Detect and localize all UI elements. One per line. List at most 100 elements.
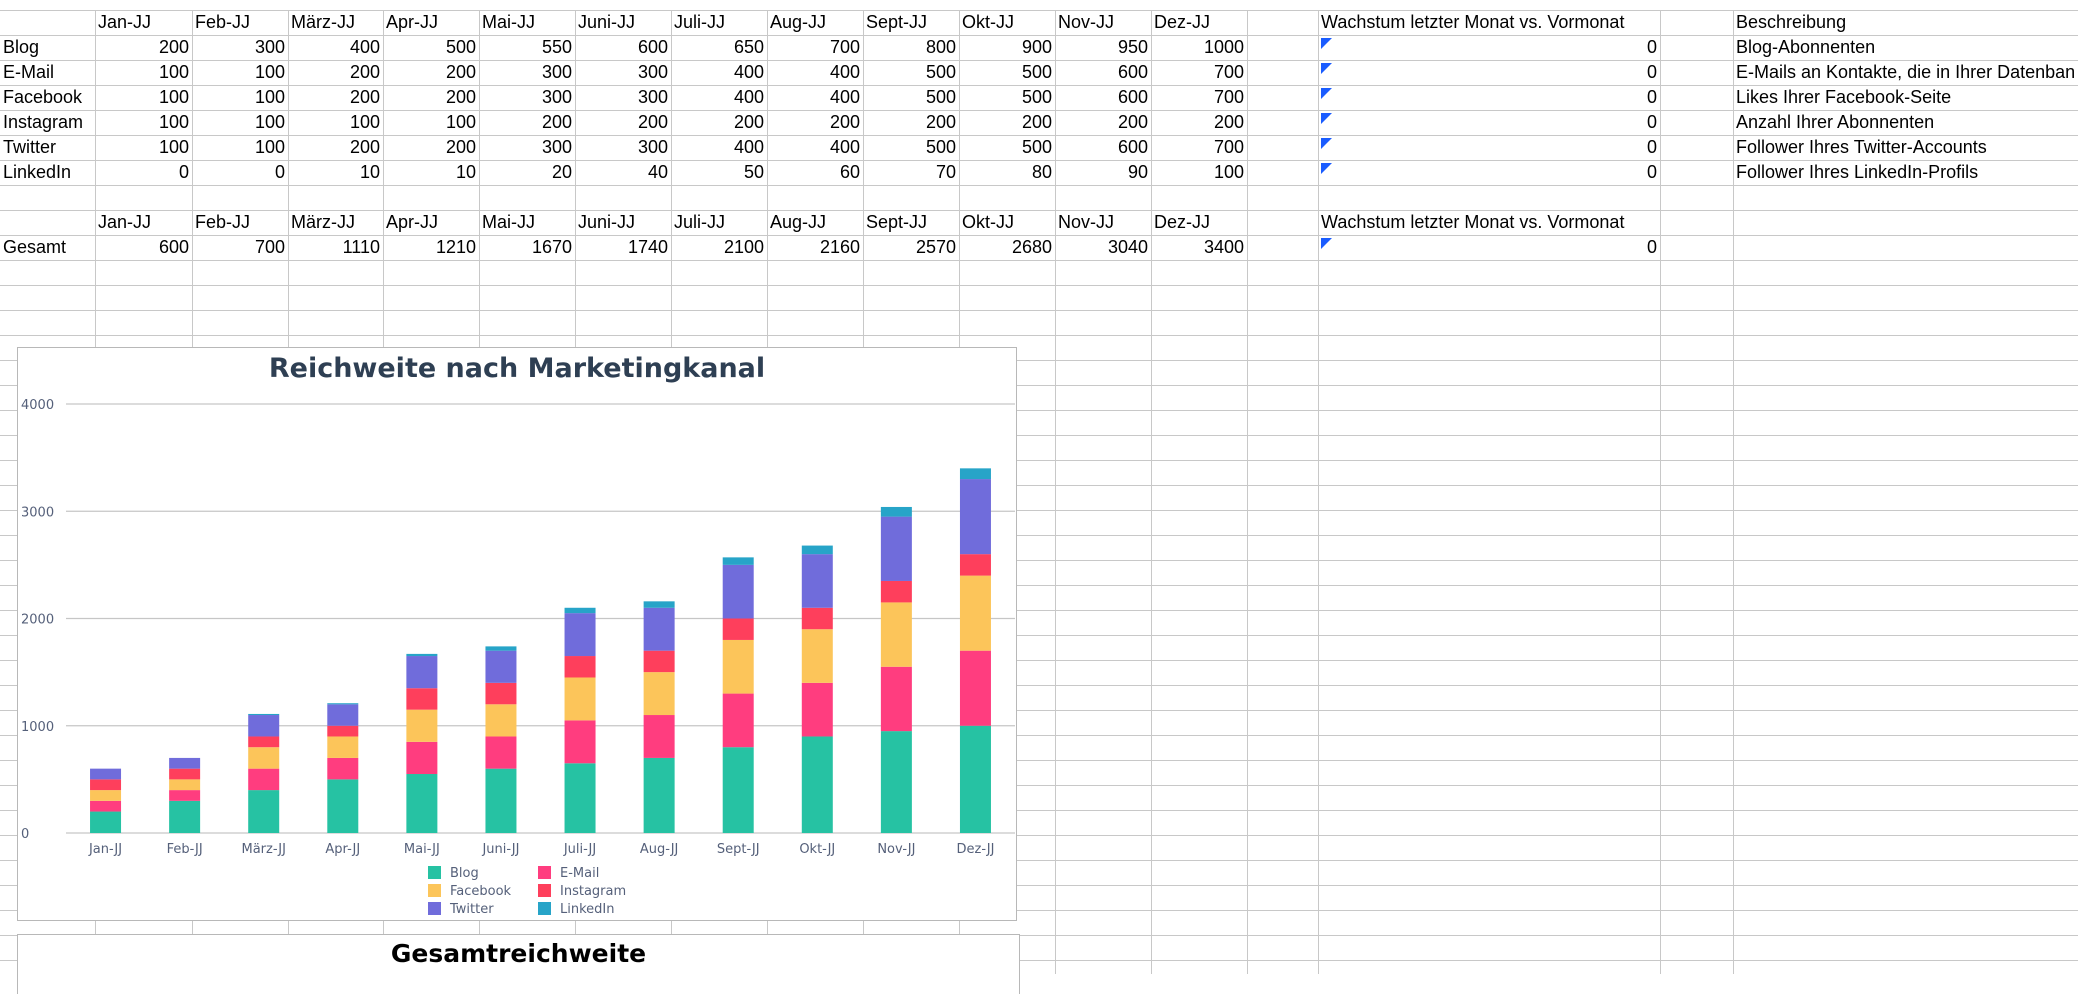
bar-segment-e-mail[interactable]: [169, 790, 201, 801]
value-cell[interactable]: 20: [551, 162, 572, 182]
bar-segment-e-mail[interactable]: [90, 800, 122, 812]
growth-cell[interactable]: 0: [1646, 87, 1657, 107]
value-cell[interactable]: 80: [1031, 162, 1052, 182]
value-cell[interactable]: 100: [254, 62, 285, 82]
month-header[interactable]: Jan-JJ: [98, 212, 152, 232]
bar-segment-e-mail[interactable]: [722, 693, 754, 748]
value-cell[interactable]: 200: [1021, 112, 1052, 132]
bar-segment-instagram[interactable]: [564, 656, 596, 678]
bar-segment-e-mail[interactable]: [643, 715, 675, 758]
value-cell[interactable]: 500: [1021, 87, 1052, 107]
bar-segment-twitter[interactable]: [90, 768, 122, 780]
bar-segment-twitter[interactable]: [485, 650, 517, 683]
description-cell[interactable]: E-Mails an Kontakte, die in Ihrer Datenb…: [1736, 62, 2076, 82]
bar-segment-facebook[interactable]: [880, 602, 912, 667]
bar-segment-e-mail[interactable]: [485, 736, 517, 769]
bar-segment-instagram[interactable]: [406, 688, 438, 710]
comment-indicator-icon[interactable]: [1321, 38, 1332, 49]
value-cell[interactable]: 500: [1021, 62, 1052, 82]
bar-segment-blog[interactable]: [327, 779, 359, 833]
description-header[interactable]: Beschreibung: [1736, 12, 1847, 32]
bar-segment-facebook[interactable]: [327, 736, 359, 758]
month-header[interactable]: Apr-JJ: [386, 212, 439, 232]
bar-segment-twitter[interactable]: [406, 656, 438, 689]
growth-cell[interactable]: 0: [1646, 37, 1657, 57]
month-header[interactable]: Jan-JJ: [98, 12, 152, 32]
value-cell[interactable]: 500: [445, 37, 476, 57]
value-cell[interactable]: 800: [925, 37, 956, 57]
value-cell[interactable]: 200: [1117, 112, 1148, 132]
bar-segment-facebook[interactable]: [959, 575, 991, 651]
month-header[interactable]: Nov-JJ: [1058, 212, 1115, 232]
value-cell[interactable]: 650: [733, 37, 764, 57]
month-header[interactable]: Mai-JJ: [482, 12, 535, 32]
growth-cell[interactable]: 0: [1646, 137, 1657, 157]
month-header[interactable]: Juni-JJ: [578, 12, 636, 32]
bar-segment-e-mail[interactable]: [880, 666, 912, 732]
value-cell[interactable]: 10: [455, 162, 476, 182]
bar-segment-facebook[interactable]: [564, 677, 596, 721]
description-cell[interactable]: Likes Ihrer Facebook-Seite: [1736, 87, 1952, 107]
value-cell[interactable]: 400: [733, 87, 764, 107]
total-cell[interactable]: 2680: [1011, 237, 1052, 257]
bar-segment-e-mail[interactable]: [801, 682, 833, 737]
value-cell[interactable]: 200: [637, 112, 668, 132]
description-cell[interactable]: Follower Ihres Twitter-Accounts: [1736, 137, 1987, 157]
month-header[interactable]: Mai-JJ: [482, 212, 535, 232]
value-cell[interactable]: 100: [254, 112, 285, 132]
row-label[interactable]: Facebook: [3, 87, 83, 107]
bar-segment-linkedin[interactable]: [880, 506, 912, 517]
value-cell[interactable]: 90: [1127, 162, 1148, 182]
bar-segment-linkedin[interactable]: [643, 601, 675, 608]
value-cell[interactable]: 200: [925, 112, 956, 132]
bar-segment-blog[interactable]: [485, 768, 517, 833]
comment-indicator-icon[interactable]: [1321, 88, 1332, 99]
bar-segment-instagram[interactable]: [643, 650, 675, 673]
value-cell[interactable]: 50: [743, 162, 764, 182]
value-cell[interactable]: 1000: [1203, 37, 1244, 57]
legend-label[interactable]: Blog: [450, 866, 479, 881]
row-label[interactable]: Instagram: [3, 112, 84, 132]
month-header[interactable]: Juni-JJ: [578, 212, 636, 232]
value-cell[interactable]: 200: [445, 137, 476, 157]
bar-segment-blog[interactable]: [90, 811, 122, 833]
bar-segment-e-mail[interactable]: [564, 720, 596, 764]
row-label[interactable]: Twitter: [3, 137, 57, 157]
bar-segment-blog[interactable]: [959, 725, 991, 833]
value-cell[interactable]: 550: [541, 37, 572, 57]
total-cell[interactable]: 1740: [627, 237, 668, 257]
bar-segment-blog[interactable]: [880, 731, 912, 833]
month-header[interactable]: Apr-JJ: [386, 12, 439, 32]
value-cell[interactable]: 700: [1213, 87, 1244, 107]
value-cell[interactable]: 600: [1117, 62, 1148, 82]
value-cell[interactable]: 200: [445, 62, 476, 82]
value-cell[interactable]: 100: [158, 62, 189, 82]
value-cell[interactable]: 700: [829, 37, 860, 57]
bar-segment-facebook[interactable]: [801, 629, 833, 683]
description-cell[interactable]: Blog-Abonnenten: [1736, 37, 1876, 57]
month-header[interactable]: Feb-JJ: [195, 212, 251, 232]
bar-segment-blog[interactable]: [643, 757, 675, 833]
value-cell[interactable]: 200: [829, 112, 860, 132]
value-cell[interactable]: 40: [647, 162, 668, 182]
bar-segment-facebook[interactable]: [643, 672, 675, 716]
bar-segment-linkedin[interactable]: [801, 545, 833, 555]
value-cell[interactable]: 300: [541, 87, 572, 107]
value-cell[interactable]: 500: [925, 62, 956, 82]
month-header[interactable]: Feb-JJ: [195, 12, 251, 32]
bar-segment-twitter[interactable]: [722, 564, 754, 619]
bar-segment-linkedin[interactable]: [406, 653, 438, 657]
legend-label[interactable]: LinkedIn: [560, 902, 614, 917]
month-header[interactable]: Juli-JJ: [674, 12, 726, 32]
bar-segment-linkedin[interactable]: [722, 557, 754, 565]
bar-segment-facebook[interactable]: [722, 639, 754, 694]
value-cell[interactable]: 400: [733, 62, 764, 82]
value-cell[interactable]: 700: [1213, 137, 1244, 157]
value-cell[interactable]: 0: [274, 162, 285, 182]
value-cell[interactable]: 100: [158, 137, 189, 157]
comment-indicator-icon[interactable]: [1321, 163, 1332, 174]
total-cell[interactable]: 3040: [1107, 237, 1148, 257]
bar-segment-linkedin[interactable]: [248, 713, 280, 716]
value-cell[interactable]: 200: [541, 112, 572, 132]
chart-gesamtreichweite[interactable]: Gesamtreichweite: [17, 934, 1020, 994]
